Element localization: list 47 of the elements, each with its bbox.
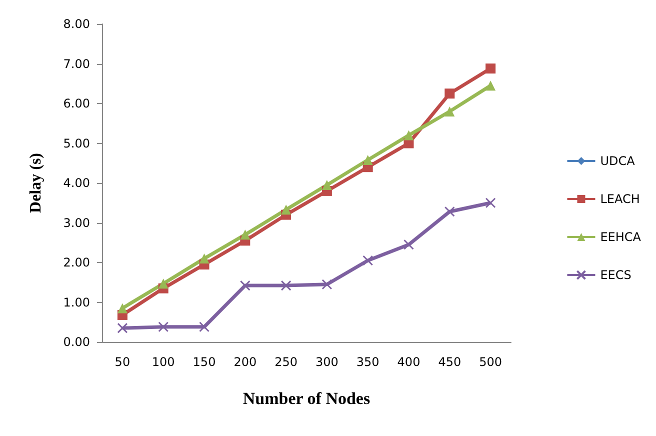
point xyxy=(444,106,455,116)
point xyxy=(117,322,128,334)
point xyxy=(404,239,414,250)
y-tick-label: 4.00 xyxy=(63,176,90,190)
y-tick-label: 1.00 xyxy=(63,295,90,310)
x-tick-label: 500 xyxy=(479,355,502,369)
y-tick-label: 7.00 xyxy=(63,56,90,71)
point xyxy=(362,154,373,165)
x-tick-label: 350 xyxy=(356,355,380,369)
point xyxy=(322,180,332,190)
y-tick-label: 0.00 xyxy=(63,335,90,349)
point xyxy=(158,278,168,289)
point xyxy=(240,230,250,240)
point xyxy=(444,88,455,99)
point xyxy=(485,198,496,208)
point xyxy=(117,303,128,314)
point xyxy=(199,254,210,264)
legend-label: EECS xyxy=(600,268,632,282)
point xyxy=(281,204,292,215)
y-tick-label: 8.00 xyxy=(63,17,90,31)
legend-label: EEHCA xyxy=(600,230,642,244)
point xyxy=(444,206,455,217)
x-tick-label: 250 xyxy=(274,355,298,369)
y-tick-label: 2.00 xyxy=(63,256,90,270)
y-tick-label: 3.00 xyxy=(63,216,90,230)
point xyxy=(199,322,210,332)
point xyxy=(486,64,496,74)
point xyxy=(486,80,496,91)
x-tick-label: 450 xyxy=(438,355,462,369)
x-tick-label: 200 xyxy=(234,355,257,369)
x-tick-label: 50 xyxy=(114,355,130,369)
x-tick-label: 300 xyxy=(315,355,338,369)
point xyxy=(362,255,374,266)
x-tick-label: 100 xyxy=(152,355,175,369)
y-axis-title: Delay (s) xyxy=(28,153,44,213)
point xyxy=(280,280,292,291)
point xyxy=(158,322,169,332)
legend-label: LEACH xyxy=(600,192,640,206)
x-tick-label: 400 xyxy=(397,355,420,369)
point xyxy=(404,130,414,140)
y-tick-label: 6.00 xyxy=(63,96,90,110)
y-tick-label: 5.00 xyxy=(63,136,90,150)
x-axis-title: Number of Nodes xyxy=(242,389,370,408)
point xyxy=(322,279,332,290)
point xyxy=(240,280,250,291)
x-tick-label: 150 xyxy=(192,355,216,369)
legend-label: UDCA xyxy=(600,154,636,168)
